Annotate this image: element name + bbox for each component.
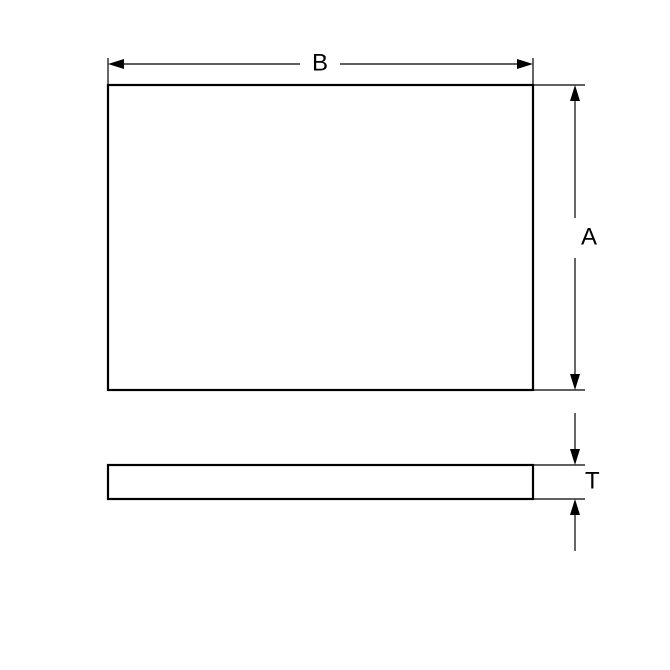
dimension-t-label: T: [585, 467, 600, 494]
dimension-t: T: [533, 413, 600, 551]
plate-side-view: [108, 465, 533, 499]
dimension-b: B: [108, 49, 533, 85]
plate-top-view: [108, 85, 533, 390]
dimension-a-label: A: [581, 223, 597, 250]
dimension-diagram: B A T: [0, 0, 670, 670]
dimension-b-label: B: [312, 49, 328, 76]
dimension-a: A: [533, 85, 597, 390]
